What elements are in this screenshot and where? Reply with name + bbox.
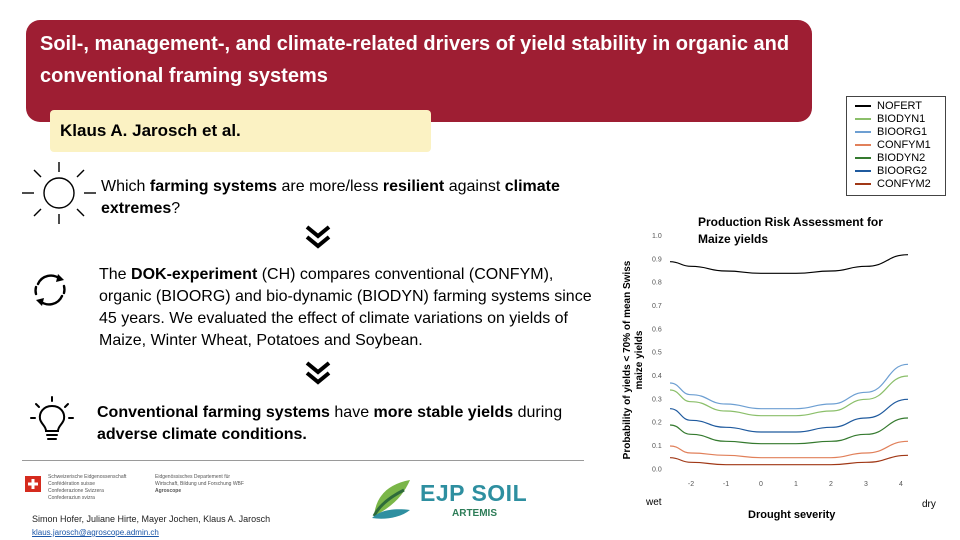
- legend-swatch: [855, 157, 871, 159]
- y-tick-label: 0.7: [652, 303, 662, 310]
- confederation-text: Schweizerische Eidgenossenschaft Confédér…: [48, 474, 127, 501]
- emphasis-text: climate extremes: [101, 178, 560, 217]
- series-line-confym1: [669, 440, 909, 459]
- author-line: Klaus A. Jarosch et al.: [60, 121, 241, 140]
- x-axis-wet-label: wet: [646, 497, 662, 508]
- emphasis-text: adverse climate conditions.: [97, 426, 307, 443]
- ejp-soil-logo-text: EJP SOIL: [420, 480, 528, 506]
- chart-x-axis-label: Drought severity: [748, 509, 836, 521]
- cycle-arrows-icon: [34, 274, 66, 306]
- x-tick-label: 0: [759, 481, 763, 488]
- contact-email-link[interactable]: klaus.jarosch@agroscope.admin.ch: [32, 528, 159, 537]
- body-text: The: [99, 266, 132, 283]
- chart-legend: NOFERT BIODYN1 BIOORG1 CONFYM1 BIODYN2 BIOORG…: [846, 96, 946, 196]
- series-line-biodyn2: [669, 417, 909, 445]
- y-tick-label: 0.9: [652, 256, 662, 263]
- legend-label: BIODYN1: [877, 113, 926, 125]
- y-tick-label: 0.2: [652, 420, 662, 427]
- swiss-flag-icon: [25, 476, 41, 492]
- conclusion-text: Conventional farming systems have more s…: [97, 402, 577, 446]
- body-text: have: [329, 404, 374, 421]
- x-tick-label: -2: [688, 481, 694, 488]
- chart-title: Production Risk Assessment for Maize yie…: [698, 215, 883, 246]
- x-axis-dry-label: dry: [922, 499, 936, 510]
- lightbulb-icon: [30, 396, 74, 440]
- body-text: Which: [101, 178, 150, 195]
- emphasis-text: farming systems: [149, 178, 278, 195]
- series-line-confym2: [669, 454, 909, 466]
- y-tick-label: 0.8: [652, 280, 662, 287]
- y-tick-label: 0.0: [652, 466, 662, 473]
- x-tick-label: 4: [899, 481, 903, 488]
- body-text: (CH) compares conventional (CONFYM), org…: [99, 266, 592, 349]
- series-line-bioorg2: [669, 398, 909, 433]
- legend-swatch: [855, 144, 871, 146]
- series-line-nofert: [669, 254, 909, 274]
- author-box: [50, 110, 431, 152]
- y-tick-label: 1.0: [652, 233, 662, 240]
- legend-label: BIOORG1: [877, 126, 928, 138]
- y-tick-label: 0.6: [652, 326, 662, 333]
- x-tick-label: -1: [723, 481, 729, 488]
- experiment-text: The DOK-experiment (CH) compares convent…: [99, 264, 593, 352]
- legend-label: BIOORG2: [877, 165, 928, 177]
- x-tick-label: 2: [829, 481, 833, 488]
- footer-authors: Simon Hofer, Juliane Hirte, Mayer Jochen…: [32, 514, 271, 524]
- series-line-biodyn1: [669, 375, 909, 417]
- y-tick-label: 0.4: [652, 373, 662, 380]
- risk-chart: 0.0 0.1 0.2 0.3 0.4 0.5 0.6 0.7 0.8 0.9 1.0 -2 -1 0 1 2…: [652, 233, 909, 488]
- legend-label: CONFYM1: [877, 139, 931, 151]
- body-text: against: [444, 178, 505, 195]
- x-tick-label: 1: [794, 481, 798, 488]
- legend-label: NOFERT: [877, 100, 923, 112]
- emphasis-text: more stable yields: [373, 404, 514, 421]
- footer-divider: [22, 460, 584, 461]
- legend-swatch: [855, 170, 871, 172]
- poster-title: Soil-, management-, and climate-related …: [40, 33, 790, 87]
- emphasis-text: DOK-experiment: [131, 266, 258, 283]
- chevron-down-icon: [305, 361, 331, 385]
- legend-swatch: [855, 131, 871, 133]
- legend-swatch: [855, 183, 871, 185]
- legend-label: BIODYN2: [877, 152, 926, 164]
- emphasis-text: resilient: [382, 178, 445, 195]
- legend-swatch: [855, 105, 871, 107]
- legend-label: CONFYM2: [877, 178, 931, 190]
- question-text: Which farming systems are more/less resi…: [101, 176, 571, 220]
- chevron-down-icon: [305, 225, 331, 249]
- body-text: ?: [171, 200, 181, 217]
- title-banner: [26, 20, 812, 122]
- emphasis-text: Conventional farming systems: [97, 404, 330, 421]
- x-tick-label: 3: [864, 481, 868, 488]
- y-tick-label: 0.3: [652, 396, 662, 403]
- body-text: are more/less: [277, 178, 383, 195]
- ejp-soil-logo-icon: [372, 480, 410, 519]
- artemis-label: ARTEMIS: [452, 508, 497, 519]
- legend-swatch: [855, 118, 871, 120]
- department-text: Eidgenössisches Departement für Wirtschaf…: [155, 474, 244, 494]
- y-tick-label: 0.5: [652, 350, 662, 357]
- series-line-bioorg1: [669, 363, 909, 410]
- sun-icon: [22, 162, 96, 224]
- y-tick-label: 0.1: [652, 443, 662, 450]
- body-text: during: [513, 404, 563, 421]
